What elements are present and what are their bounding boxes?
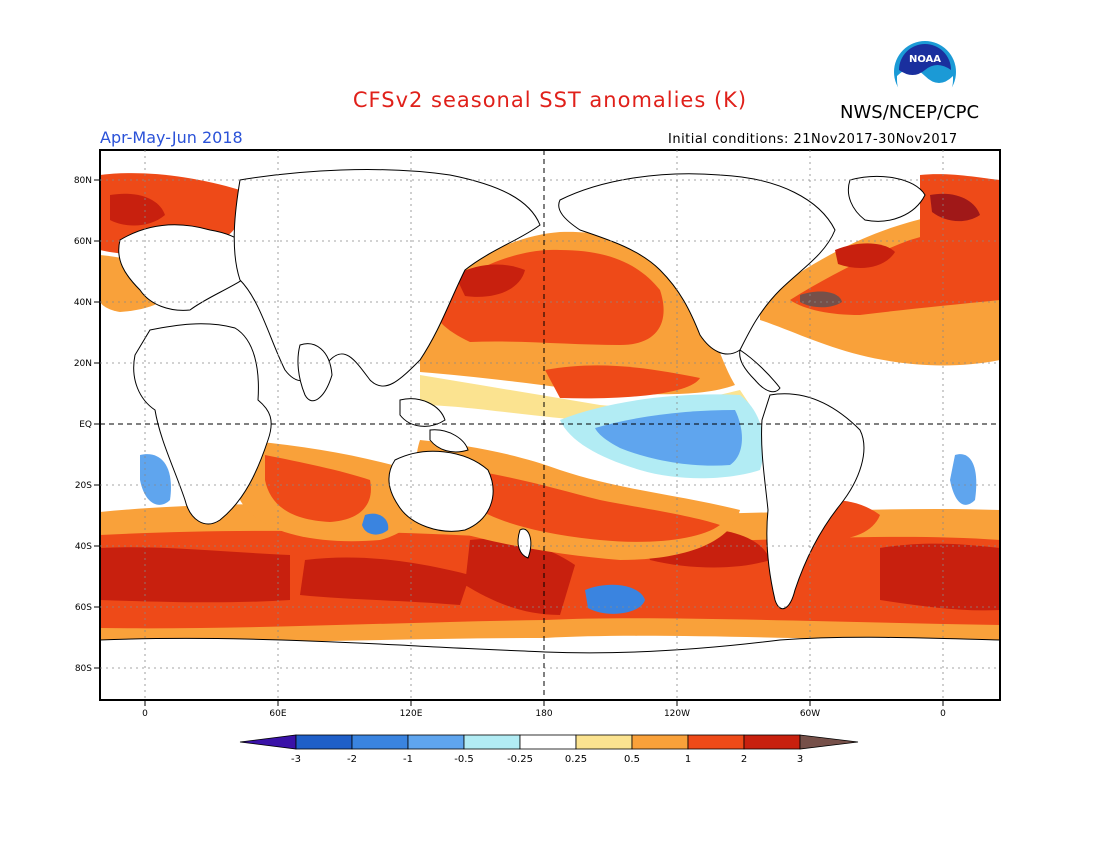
lat-label-20n: 20N [74,359,92,369]
lon-label-0-left: 0 [142,709,148,719]
colorbar-label-05: 0.5 [624,754,640,765]
lon-label-60e: 60E [269,709,286,719]
colorbar-bin-neg2-neg1 [351,734,409,750]
lat-ticks [94,179,100,669]
lat-label-80s: 80S [75,664,92,674]
colorbar-label-neg025: -0.25 [507,754,533,765]
lon-label-0-right: 0 [940,709,946,719]
colorbar-label-2: 2 [741,754,747,765]
colorbar-bin-05-1 [631,734,689,750]
colorbar-bin-2-3 [743,734,801,750]
colorbar-bin-1-2 [687,734,745,750]
lat-label-eq: EQ [79,420,92,430]
noaa-logo: NOAA [894,41,956,104]
lon-label-120w: 120W [664,709,690,719]
colorbar-bin-025-05 [575,734,633,750]
lat-label-40s: 40S [75,542,92,552]
colorbar-label-neg1: -1 [403,754,413,765]
lon-ticks [144,700,944,706]
agency-label: NWS/NCEP/CPC [840,102,980,123]
lat-label-60n: 60N [74,237,92,247]
lat-label-60s: 60S [75,603,92,613]
colorbar-label-1: 1 [685,754,691,765]
season-label: Apr-May-Jun 2018 [100,128,243,147]
colorbar-bin-below-neg3 [239,734,297,750]
colorbar-bin-neg1-neg05 [407,734,465,750]
initial-conditions-label: Initial conditions: 21Nov2017-30Nov2017 [668,132,958,147]
lat-label-20s: 20S [75,481,92,491]
lat-label-40n: 40N [74,298,92,308]
chart-title: CFSv2 seasonal SST anomalies (K) [352,88,748,112]
lon-label-120e: 120E [400,709,423,719]
colorbar-bin-neg05-neg025 [463,734,521,750]
continents [100,169,1000,700]
lat-label-80n: 80N [74,176,92,186]
colorbar-label-neg3: -3 [291,754,301,765]
colorbar-label-neg2: -2 [347,754,357,765]
noaa-logo-text: NOAA [909,54,941,65]
colorbar-label-025: 0.25 [565,754,587,765]
map-frame [99,149,1001,701]
graticule [100,150,1000,700]
colorbar-label-3: 3 [797,754,803,765]
colorbar-bin-neg025-025 [519,734,577,750]
lon-label-60w: 60W [800,709,820,719]
colorbar-label-neg05: -0.5 [454,754,474,765]
colorbar-bin-above-3 [799,734,859,750]
colorbar-bin-neg3-neg2 [295,734,353,750]
lon-label-180: 180 [535,709,552,719]
colorbar [239,734,859,750]
